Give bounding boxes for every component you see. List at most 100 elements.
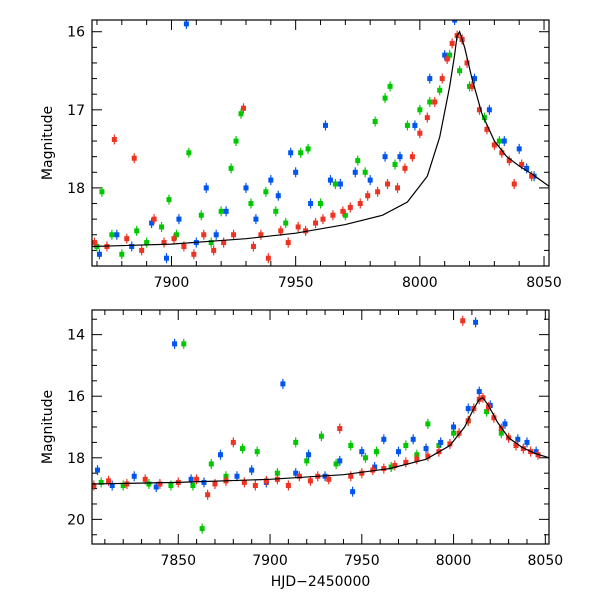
data-point — [447, 52, 453, 58]
data-point — [308, 201, 314, 207]
data-point — [465, 406, 471, 412]
x-tick-label: 7850 — [160, 553, 196, 569]
series-2 — [92, 315, 541, 500]
x-tick-label: 7950 — [344, 553, 380, 569]
data-point — [173, 232, 179, 238]
data-point — [333, 461, 339, 467]
data-point — [471, 76, 477, 82]
x-tick-label: 7900 — [252, 553, 288, 569]
data-point — [221, 240, 227, 246]
data-point — [213, 232, 219, 238]
data-point — [524, 165, 530, 171]
data-point — [340, 208, 346, 214]
data-point — [451, 424, 457, 430]
data-point — [285, 240, 291, 246]
data-point — [161, 240, 167, 246]
data-point — [457, 68, 463, 74]
data-point — [476, 389, 482, 395]
data-point — [452, 20, 458, 23]
data-point — [486, 107, 492, 113]
data-point — [199, 526, 205, 532]
data-point — [313, 220, 319, 226]
data-point — [293, 439, 299, 445]
data-point — [327, 177, 333, 183]
data-point — [166, 197, 172, 203]
data-point — [129, 243, 135, 249]
data-point — [423, 446, 429, 452]
data-point — [396, 449, 402, 455]
data-point — [502, 421, 508, 427]
data-point — [322, 122, 328, 128]
x-tick-label: 8000 — [402, 275, 438, 291]
axis-ticks — [92, 310, 549, 544]
data-point — [437, 87, 443, 93]
data-point — [370, 467, 376, 473]
data-point — [484, 409, 490, 415]
data-point — [106, 478, 112, 484]
data-point — [241, 105, 247, 111]
data-point — [238, 111, 244, 117]
data-point — [243, 185, 249, 191]
data-point — [239, 446, 245, 452]
data-point — [355, 158, 361, 164]
data-point — [181, 243, 187, 249]
data-point — [403, 459, 409, 465]
data-point — [176, 216, 182, 222]
data-point — [223, 208, 229, 214]
data-point — [151, 216, 157, 222]
series-2 — [92, 30, 535, 264]
data-point — [293, 470, 299, 476]
top-panel: 7900 7950 8000 8050 16 17 18 Magnitude — [40, 19, 562, 291]
data-point — [496, 138, 502, 144]
data-point — [350, 489, 356, 495]
data-point — [348, 442, 354, 448]
y-axis-title: Magnitude — [40, 106, 56, 180]
model-curve — [92, 397, 549, 485]
data-point — [424, 115, 430, 121]
data-point — [460, 318, 466, 324]
data-point — [146, 481, 152, 487]
data-point — [402, 165, 408, 171]
data-point — [409, 154, 415, 160]
data-point — [134, 228, 140, 234]
data-point — [447, 441, 453, 447]
data-point — [288, 150, 294, 156]
data-point — [283, 220, 289, 226]
data-point — [516, 146, 522, 152]
data-point — [307, 478, 313, 484]
data-point — [392, 462, 398, 468]
data-point — [172, 341, 178, 347]
data-point — [427, 76, 433, 82]
data-point — [230, 439, 236, 445]
data-point — [183, 21, 189, 27]
data-point — [92, 483, 97, 488]
data-point — [92, 240, 97, 246]
data-point — [305, 146, 311, 152]
data-point — [375, 189, 381, 195]
data-point — [304, 458, 310, 464]
data-point — [111, 136, 117, 142]
data-point — [449, 40, 455, 46]
data-point — [348, 473, 354, 479]
data-point — [109, 232, 115, 238]
data-point — [254, 449, 260, 455]
data-point — [397, 154, 403, 160]
data-point — [252, 483, 258, 488]
data-point — [417, 130, 423, 136]
data-point — [228, 165, 234, 171]
y-axis-title: Magnitude — [40, 390, 56, 464]
data-point — [212, 481, 218, 487]
data-point — [164, 255, 170, 261]
data-point — [295, 224, 301, 230]
data-point — [273, 208, 279, 214]
data-point — [211, 247, 217, 253]
data-point — [425, 421, 431, 427]
data-point — [201, 232, 207, 238]
data-point — [511, 181, 517, 187]
data-point — [318, 201, 323, 207]
plot-area — [92, 315, 549, 534]
data-point — [318, 433, 324, 439]
data-point — [484, 126, 490, 132]
data-point — [124, 481, 130, 487]
data-point — [501, 138, 507, 144]
